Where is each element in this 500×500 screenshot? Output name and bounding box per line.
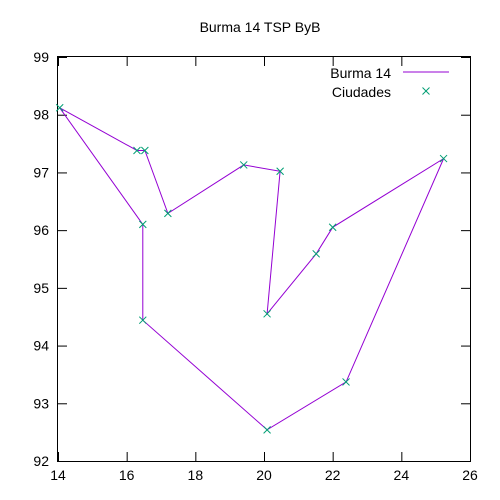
x-tick-label: 18	[188, 467, 204, 483]
marker-stroke	[276, 167, 284, 176]
marker-stroke	[55, 103, 64, 112]
marker-stroke	[141, 146, 149, 155]
city-point	[138, 220, 147, 229]
marker-stroke	[138, 316, 147, 325]
y-tick-label: 96	[33, 222, 49, 238]
marker-stroke	[138, 220, 147, 229]
y-tick-label: 97	[33, 164, 49, 180]
y-tick-label: 99	[33, 49, 49, 65]
city-point	[141, 146, 149, 155]
legend-label-route: Burma 14	[330, 65, 391, 81]
chart-title: Burma 14 TSP ByB	[200, 19, 321, 35]
city-point	[263, 425, 271, 434]
marker-stroke	[263, 425, 271, 434]
marker-stroke	[439, 154, 448, 163]
y-tick-label: 92	[33, 453, 49, 469]
city-point	[342, 378, 350, 386]
x-tick-label: 16	[119, 467, 135, 483]
city-point	[164, 209, 172, 218]
city-point	[138, 316, 147, 325]
marker-stroke	[164, 209, 172, 218]
x-tick-label: 26	[462, 467, 478, 483]
legend-marker-x	[422, 87, 430, 95]
marker-stroke	[133, 146, 141, 155]
legend-swatch-points	[422, 87, 430, 95]
x-tick-label: 22	[325, 467, 341, 483]
x-tick-label: 24	[394, 467, 410, 483]
city-point	[263, 309, 271, 318]
city-point	[328, 223, 337, 232]
city-point	[55, 103, 64, 112]
plot-frame	[57, 56, 471, 462]
series-layer	[55, 103, 448, 434]
y-tick-label: 94	[33, 338, 49, 354]
city-point	[133, 146, 141, 155]
y-tick-label: 95	[33, 280, 49, 296]
legend: Burma 14 Ciudades	[330, 65, 449, 100]
marker-stroke	[328, 223, 337, 232]
legend-label-points: Ciudades	[332, 84, 391, 100]
x-tick-label: 20	[256, 467, 272, 483]
city-point	[312, 249, 321, 258]
marker-stroke	[263, 309, 271, 318]
city-point	[439, 154, 448, 163]
y-tick-label: 98	[33, 107, 49, 123]
marker-stroke	[342, 378, 350, 386]
marker-stroke	[312, 249, 321, 258]
y-tick-label: 93	[33, 395, 49, 411]
city-point	[239, 161, 248, 169]
city-point	[276, 167, 284, 176]
x-tick-label: 14	[50, 467, 66, 483]
marker-stroke	[422, 87, 430, 95]
axis-ticks: 14 16 18 20 22 24 26 92 93 94 95 96 97 98 99	[33, 49, 478, 483]
marker-stroke	[239, 161, 248, 169]
